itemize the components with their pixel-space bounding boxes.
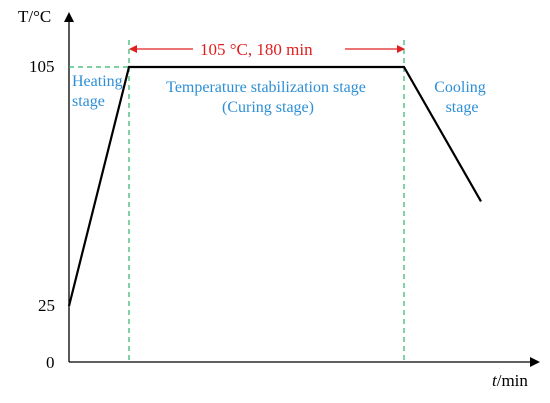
x-axis-label-var: t bbox=[492, 371, 498, 390]
stage-label-cooling: Cooling stage bbox=[434, 79, 490, 116]
annotation-label: 105 °C, 180 min bbox=[200, 40, 313, 59]
y-tick-label-105: 105 bbox=[29, 57, 55, 76]
x-axis-label: t/min bbox=[492, 371, 528, 390]
temperature-profile-line bbox=[67, 65, 482, 307]
x-axis-label-unit: /min bbox=[497, 371, 529, 390]
y-tick-label-0: 0 bbox=[46, 353, 55, 372]
stage-label-curing-line2: (Curing stage) bbox=[222, 99, 314, 116]
stage-label-curing-line1: Temperature stabilization stage bbox=[166, 79, 366, 96]
stage-label-heating-line1: Heating bbox=[72, 73, 123, 90]
chart-marks bbox=[67, 40, 482, 362]
stage-label-heating: Heating stage bbox=[72, 73, 127, 110]
y-tick-label-25: 25 bbox=[38, 296, 55, 315]
stage-label-cooling-line1: Cooling bbox=[434, 79, 486, 96]
stage-label-cooling-line2: stage bbox=[446, 99, 479, 116]
stage-label-heating-line2: stage bbox=[72, 93, 105, 110]
y-axis-label: T/°C bbox=[18, 7, 51, 26]
stage-label-curing: Temperature stabilization stage (Curing … bbox=[166, 79, 370, 116]
